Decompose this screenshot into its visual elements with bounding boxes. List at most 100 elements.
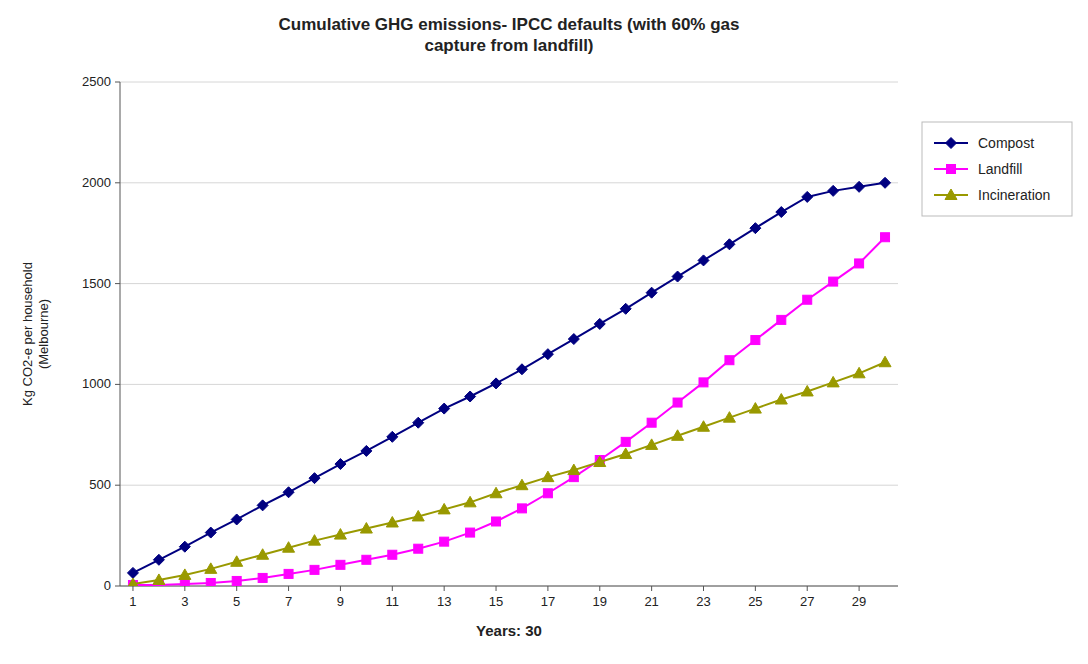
- point: [440, 537, 449, 546]
- point: [309, 535, 321, 546]
- series: [127, 356, 891, 586]
- point: [802, 191, 813, 202]
- point: [490, 487, 502, 498]
- legend-box: [922, 122, 1072, 216]
- x-axis-label: Years: 30: [476, 622, 542, 639]
- y-tick-label: 2500: [82, 74, 111, 89]
- point: [750, 223, 761, 234]
- x-tick: [496, 586, 497, 591]
- point: [412, 510, 424, 521]
- x-tick-label: 7: [285, 594, 292, 609]
- point: [723, 412, 735, 423]
- point: [386, 516, 398, 527]
- point: [801, 385, 813, 396]
- point: [672, 271, 683, 282]
- point: [179, 569, 191, 580]
- point: [881, 233, 890, 242]
- point: [542, 349, 553, 360]
- text-line: Kg CO2-e per household: [20, 262, 35, 406]
- point: [153, 554, 164, 565]
- point: [516, 479, 528, 490]
- y-tick: [115, 182, 120, 183]
- grid: [120, 82, 898, 586]
- y-tick: [115, 384, 120, 385]
- point: [206, 578, 215, 586]
- point: [698, 421, 710, 432]
- x-tick: [859, 586, 860, 591]
- legend: CompostLandfillIncineration: [922, 122, 1072, 216]
- text-line: capture from landfill): [424, 36, 593, 55]
- text-line: Cumulative GHG emissions- IPCC defaults …: [279, 15, 740, 34]
- x-tick-label: 15: [489, 594, 503, 609]
- x-tick: [132, 586, 133, 591]
- point: [127, 567, 138, 578]
- point: [646, 287, 657, 298]
- y-tick-label: 1500: [82, 276, 111, 291]
- x-tick-label: 3: [181, 594, 188, 609]
- point: [749, 403, 761, 414]
- point: [777, 315, 786, 324]
- point: [205, 527, 216, 538]
- point: [776, 207, 787, 218]
- y-tick-label: 0: [104, 578, 111, 593]
- point: [620, 448, 632, 459]
- point: [232, 576, 241, 585]
- legend-label: Compost: [978, 135, 1034, 151]
- x-tick: [444, 586, 445, 591]
- x-tick-label: 25: [748, 594, 762, 609]
- y-axis-label: Kg CO2-e per household(Melbourne): [20, 262, 51, 406]
- point: [594, 318, 605, 329]
- point: [438, 503, 450, 514]
- x-tick: [651, 586, 652, 591]
- x-tick-label: 1: [129, 594, 136, 609]
- point: [413, 417, 424, 428]
- point: [153, 574, 165, 585]
- point: [594, 456, 606, 467]
- x-tick-label: 29: [852, 594, 866, 609]
- point: [309, 473, 320, 484]
- point: [257, 500, 268, 511]
- point: [517, 504, 526, 513]
- series: [128, 233, 889, 586]
- point: [335, 459, 346, 470]
- grid-line: [120, 485, 898, 486]
- point: [516, 364, 527, 375]
- point: [725, 356, 734, 365]
- point: [803, 295, 812, 304]
- point: [828, 185, 839, 196]
- x-tick: [236, 586, 237, 591]
- point: [647, 418, 656, 427]
- point: [439, 403, 450, 414]
- point: [855, 259, 864, 268]
- x-tick: [807, 586, 808, 591]
- point: [283, 487, 294, 498]
- grid-line: [120, 182, 898, 183]
- point: [414, 544, 423, 553]
- point: [751, 336, 760, 345]
- point: [334, 529, 346, 540]
- y-tick: [115, 283, 120, 284]
- x-tick: [340, 586, 341, 591]
- grid-line: [120, 82, 898, 83]
- point: [568, 334, 579, 345]
- series-line: [133, 362, 885, 584]
- legend-marker: [945, 189, 957, 200]
- x-tick-label: 11: [386, 594, 400, 609]
- point: [491, 378, 502, 389]
- x-tick-label: 27: [800, 594, 814, 609]
- y-tick-label: 2000: [82, 175, 111, 190]
- point: [310, 565, 319, 574]
- series: [127, 177, 890, 578]
- point: [568, 464, 580, 475]
- legend-marker: [947, 165, 956, 174]
- point: [621, 437, 630, 446]
- y-tick-label: 1000: [82, 376, 111, 391]
- point: [879, 356, 891, 367]
- point: [464, 496, 476, 507]
- point: [257, 549, 269, 560]
- x-tick: [755, 586, 756, 591]
- point: [336, 560, 345, 569]
- series-line: [133, 237, 885, 585]
- x-tick-label: 9: [337, 594, 344, 609]
- chart: Cumulative GHG emissions- IPCC defaults …: [0, 0, 1088, 664]
